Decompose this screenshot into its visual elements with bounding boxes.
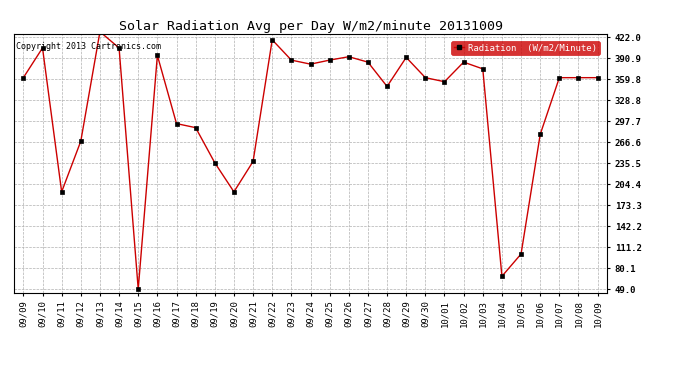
Legend: Radiation  (W/m2/Minute): Radiation (W/m2/Minute)	[451, 41, 600, 55]
Title: Solar Radiation Avg per Day W/m2/minute 20131009: Solar Radiation Avg per Day W/m2/minute …	[119, 20, 502, 33]
Text: Copyright 2013 Cartronics.com: Copyright 2013 Cartronics.com	[16, 42, 161, 51]
